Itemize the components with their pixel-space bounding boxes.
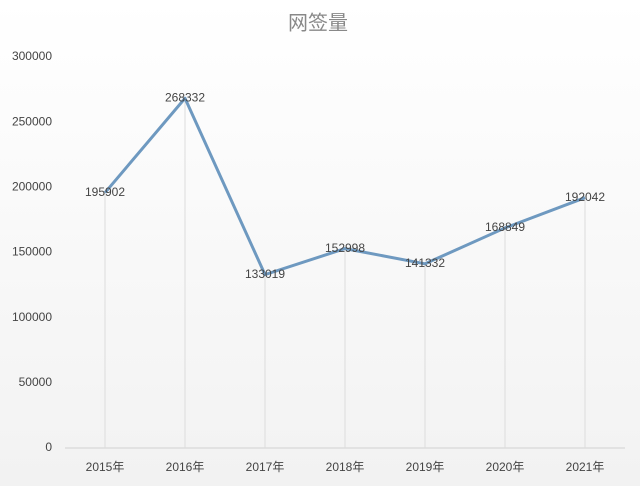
- data-label: 133019: [245, 267, 285, 281]
- data-label: 152998: [325, 241, 365, 255]
- x-tick-label: 2015年: [86, 460, 125, 474]
- data-label: 168849: [485, 220, 525, 234]
- x-tick-label: 2018年: [326, 460, 365, 474]
- data-label: 192042: [565, 190, 605, 204]
- chart-title: 网签量: [288, 11, 348, 35]
- y-tick-label: 150000: [12, 245, 52, 259]
- data-label: 141332: [405, 256, 445, 270]
- x-tick-label: 2020年: [486, 460, 525, 474]
- y-tick-label: 300000: [12, 49, 52, 63]
- data-label: 195902: [85, 185, 125, 199]
- data-label: 268332: [165, 90, 205, 104]
- y-tick-label: 200000: [12, 180, 52, 194]
- y-tick-label: 0: [45, 440, 52, 454]
- data-line: [103, 96, 586, 277]
- x-tick-label: 2019年: [406, 460, 445, 474]
- x-tick-label: 2021年: [566, 460, 605, 474]
- x-tick-label: 2016年: [166, 460, 205, 474]
- y-tick-label: 50000: [19, 375, 53, 389]
- y-tick-label: 100000: [12, 310, 52, 324]
- x-tick-label: 2017年: [246, 460, 285, 474]
- y-tick-label: 250000: [12, 114, 52, 128]
